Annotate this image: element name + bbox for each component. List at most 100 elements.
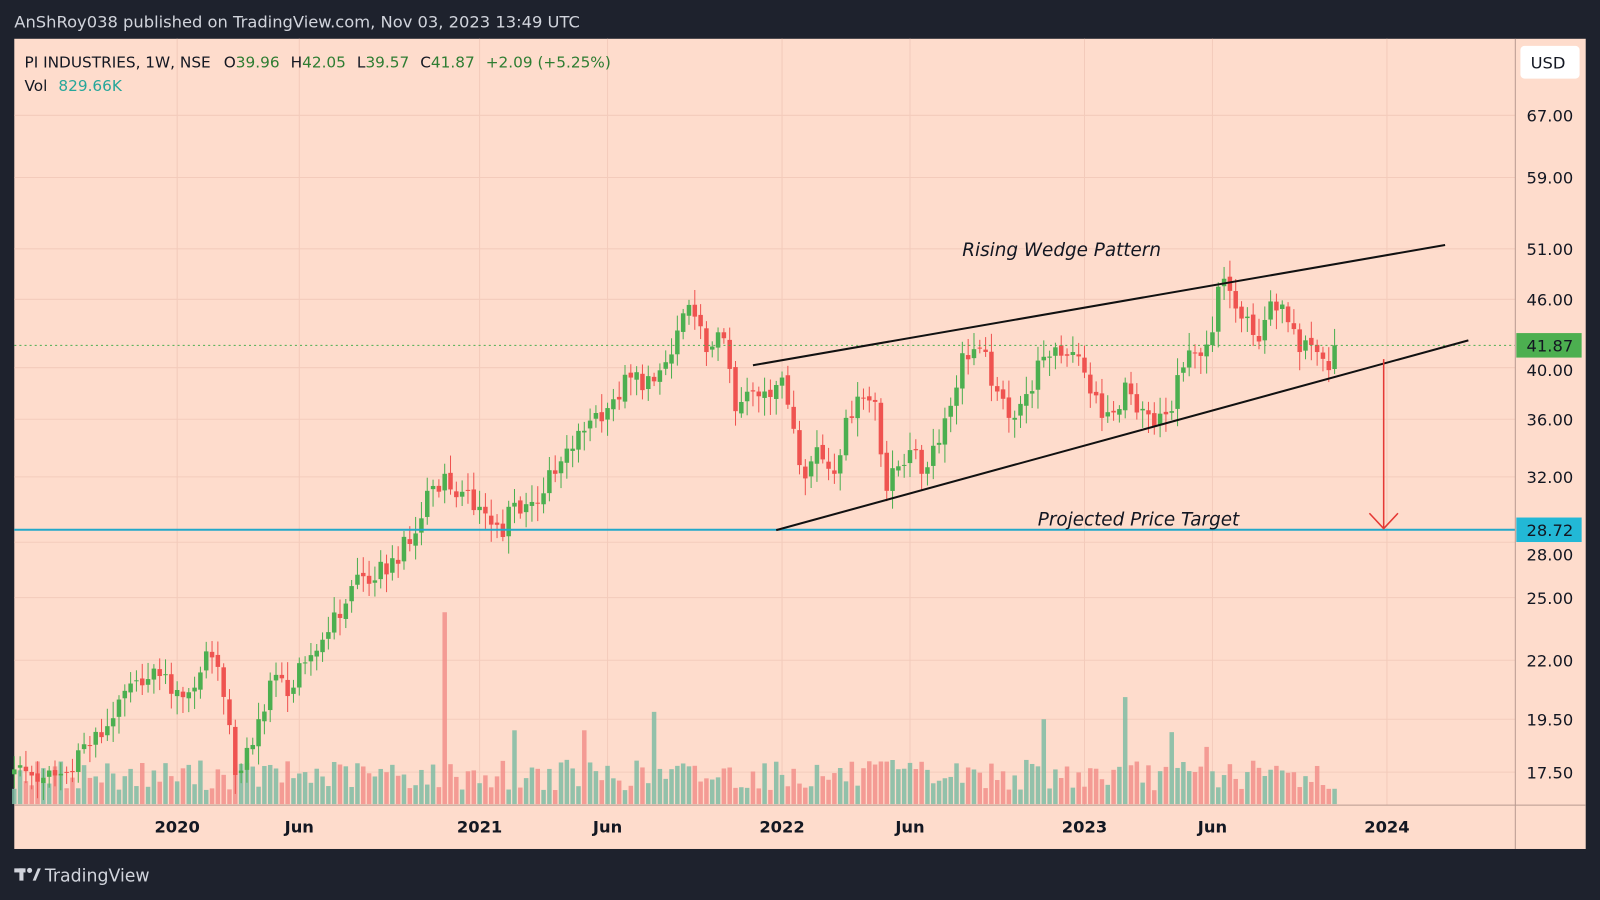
volume-bar bbox=[837, 768, 843, 805]
candle-body bbox=[1122, 382, 1128, 411]
price-axis[interactable]: 67.00 59.00 51.00 46.00 40.00 36.00 32.00 28.00… bbox=[1527, 106, 1574, 782]
volume-bar bbox=[971, 769, 977, 805]
volume-bar bbox=[744, 787, 750, 805]
volume-bar bbox=[576, 786, 581, 805]
volume-bar bbox=[1064, 766, 1070, 805]
volume-bar bbox=[680, 763, 686, 805]
volume-bar bbox=[931, 783, 936, 805]
volume-bar bbox=[1163, 766, 1169, 805]
candle-body bbox=[1029, 391, 1035, 394]
volume-bar bbox=[378, 768, 383, 805]
candle-body bbox=[29, 771, 34, 776]
candle-body bbox=[58, 773, 64, 776]
candle-body bbox=[1093, 391, 1099, 396]
volume-bar bbox=[1099, 779, 1105, 805]
candle-body bbox=[64, 771, 69, 773]
volume-bar bbox=[768, 789, 773, 805]
volume-bar bbox=[587, 762, 593, 805]
candle-body bbox=[1024, 394, 1029, 406]
volume-bar bbox=[436, 787, 442, 805]
candle-body bbox=[861, 397, 866, 399]
candle-body bbox=[23, 766, 29, 772]
candle-body bbox=[134, 680, 139, 682]
candle-body bbox=[488, 515, 494, 525]
candle-body bbox=[430, 485, 436, 490]
price-tick-label: 59.00 bbox=[1527, 169, 1574, 188]
volume-bar bbox=[1250, 760, 1256, 805]
volume-bar bbox=[1332, 788, 1337, 805]
candle-body bbox=[1175, 375, 1180, 409]
candle-body bbox=[1291, 323, 1297, 330]
candle-body bbox=[1192, 352, 1198, 354]
candle-body bbox=[715, 332, 721, 348]
candle-body bbox=[361, 572, 366, 577]
candle-body bbox=[1250, 314, 1256, 335]
candle-body bbox=[419, 518, 424, 533]
candle-body bbox=[1268, 301, 1273, 320]
candle-body bbox=[739, 401, 744, 414]
candle-body bbox=[931, 445, 936, 466]
volume-bar bbox=[81, 765, 87, 805]
volume-bar bbox=[599, 780, 604, 805]
volume-bar bbox=[145, 786, 151, 805]
candle-body bbox=[145, 679, 151, 685]
volume-bar bbox=[1088, 768, 1093, 805]
volume-bar bbox=[622, 790, 628, 805]
candle-body bbox=[768, 389, 773, 398]
wedge-upper-trendline[interactable] bbox=[752, 243, 1446, 367]
volume-bar bbox=[221, 774, 226, 805]
volume-bar bbox=[529, 767, 535, 805]
candle-body bbox=[901, 464, 907, 466]
candle-body bbox=[227, 699, 232, 726]
volume-bar bbox=[425, 784, 430, 805]
candle-body bbox=[1070, 352, 1076, 355]
volume-bar bbox=[1018, 789, 1023, 805]
candle-body bbox=[233, 726, 238, 775]
down-arrow-icon[interactable] bbox=[1368, 359, 1399, 530]
volume-bar bbox=[87, 777, 93, 805]
volume-bar bbox=[739, 787, 744, 805]
candle-body bbox=[616, 396, 622, 400]
candle-body bbox=[41, 777, 46, 784]
currency-button[interactable]: USD bbox=[1520, 45, 1580, 79]
volume-bar bbox=[215, 769, 221, 805]
volume-bar bbox=[750, 771, 756, 805]
candle-body bbox=[1280, 304, 1285, 309]
candle-body bbox=[1198, 352, 1204, 356]
time-tick-label: Jun bbox=[894, 818, 924, 837]
candle-body bbox=[1227, 276, 1233, 291]
volume-bar bbox=[832, 773, 837, 805]
volume-bar bbox=[500, 760, 506, 805]
candle-body bbox=[1245, 316, 1250, 319]
candle-body bbox=[977, 347, 983, 349]
volume-bar bbox=[1221, 775, 1227, 805]
volume-bar bbox=[256, 786, 261, 805]
symbol-legend: PI INDUSTRIES, 1W, NSE O39.96 H42.05 L39… bbox=[24, 53, 610, 94]
wedge-lower-trendline[interactable] bbox=[775, 339, 1469, 532]
volume-bar bbox=[1320, 785, 1326, 805]
volume-bar bbox=[17, 770, 23, 805]
volume-bar bbox=[209, 788, 215, 805]
volume-bar bbox=[151, 770, 157, 805]
candle-body bbox=[1256, 336, 1262, 342]
volume-bar bbox=[808, 786, 814, 805]
volume-bar bbox=[1245, 772, 1250, 805]
price-tick-label: 32.00 bbox=[1527, 468, 1574, 487]
volume-bar bbox=[1268, 769, 1273, 805]
candle-body bbox=[1018, 403, 1023, 416]
candle-body bbox=[1006, 397, 1012, 418]
candle-body bbox=[12, 769, 17, 775]
time-axis[interactable]: 2020 Jun 2021 Jun 2022 Jun 2023 Jun 2024 bbox=[154, 818, 1409, 837]
volume-bar bbox=[791, 768, 796, 805]
candle-body bbox=[17, 765, 23, 768]
volume-bar bbox=[855, 785, 860, 805]
volume-bar bbox=[140, 763, 145, 805]
volume-bar bbox=[1233, 778, 1238, 805]
tradingview-logo[interactable]: TradingView bbox=[14, 867, 150, 887]
candle-body bbox=[337, 613, 343, 618]
volume-bar bbox=[878, 761, 884, 805]
price-tick-label: 51.00 bbox=[1527, 240, 1574, 259]
volume-bar bbox=[1117, 766, 1122, 805]
volume-bar bbox=[558, 762, 564, 805]
volume-bar bbox=[384, 772, 389, 805]
